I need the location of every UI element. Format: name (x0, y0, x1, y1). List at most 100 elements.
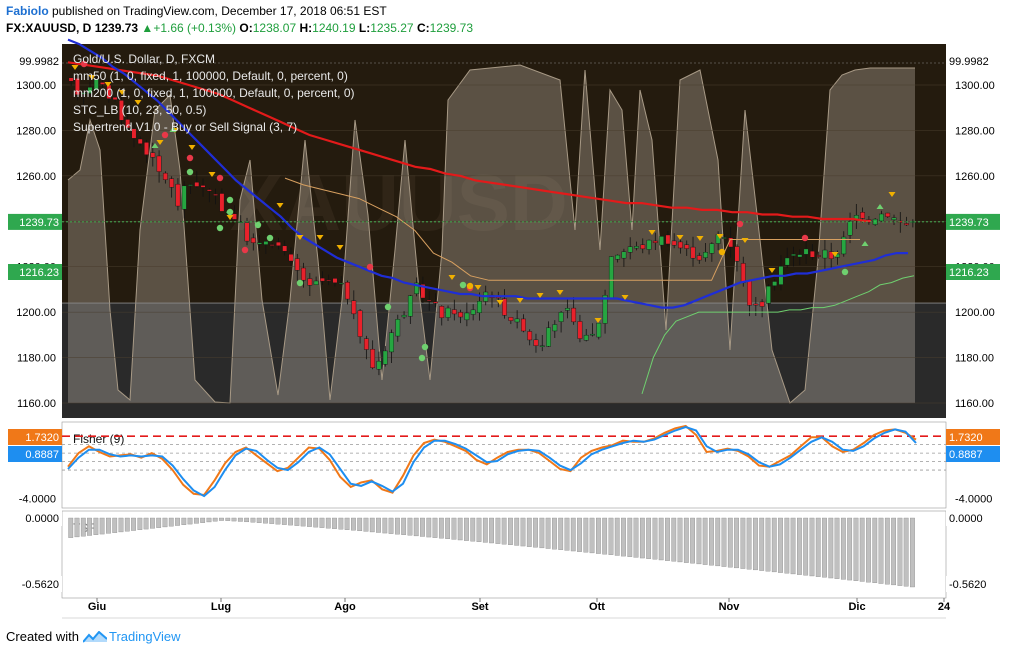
candle-body (301, 267, 306, 281)
y-tick-label-right: 1260.00 (955, 171, 995, 183)
tsf-zero-label-left: 0.0000 (25, 513, 59, 525)
buy-dot (266, 234, 274, 242)
candle-body (615, 254, 621, 260)
fisher-signal-label-right-bg (946, 446, 1000, 462)
fisher-tick-left: -4.0000 (19, 493, 56, 505)
candle-body (684, 244, 690, 249)
tsf-bar (187, 517, 193, 525)
candle-body (112, 97, 118, 100)
candle-body (181, 185, 187, 210)
candle-body (552, 324, 558, 332)
candle-body (144, 142, 149, 155)
candle-body (282, 245, 288, 252)
tsf-bar (231, 517, 237, 522)
tradingview-brand-link[interactable]: TradingView (82, 629, 181, 644)
sell-dot (241, 246, 249, 254)
stc-line (67, 64, 915, 404)
signal-triangle (188, 145, 196, 150)
author-link[interactable]: Fabiolo (6, 4, 49, 18)
candle-body (351, 300, 357, 315)
tsf-bar (652, 517, 658, 560)
tsf-bar (884, 517, 890, 585)
tsf-bar (533, 517, 538, 548)
tsf-bar (501, 517, 507, 545)
candle-body (564, 308, 570, 311)
current-price-label-right: 1239.73 (949, 217, 989, 229)
signal-triangle (316, 235, 324, 240)
tsf-bar (351, 517, 356, 531)
tsf-bar (589, 517, 595, 554)
candle-body (200, 185, 206, 188)
tsf-min-label-left-bg (8, 576, 62, 592)
candle-body (100, 82, 105, 85)
candle-body (169, 178, 175, 188)
tsf-bar (464, 517, 469, 541)
signal-triangle (276, 203, 284, 208)
candle-body (740, 263, 746, 283)
candle-body (753, 303, 759, 306)
tsf-bar (784, 517, 790, 574)
candle-body (269, 244, 275, 246)
x-tick-label: Ott (589, 601, 605, 613)
tsf-bar (382, 517, 388, 534)
candle-body (822, 249, 828, 259)
fisher-signal-label-right: 0.8887 (949, 449, 983, 461)
candle-body (546, 327, 551, 347)
candle-body (407, 295, 413, 317)
symbol-label: FX:XAUUSD, D (6, 21, 92, 35)
signal-markers (71, 60, 896, 362)
tsf-bars (68, 517, 915, 588)
candle-body (640, 244, 646, 250)
tsf-bar (910, 517, 915, 588)
top-value-label-right-bg (946, 53, 1000, 69)
fisher-signal-line (67, 426, 917, 498)
candle-body (338, 282, 344, 285)
tsf-bar (608, 517, 614, 555)
tsf-bar (526, 517, 532, 547)
close-value: 1239.73 (429, 21, 473, 35)
candle-body (690, 246, 696, 259)
sell-dot (161, 131, 169, 139)
signal-triangle (741, 238, 749, 243)
tsf-bar (237, 517, 243, 522)
signal-triangle (768, 268, 776, 273)
tsf-bar (269, 517, 275, 524)
supertrend-down-line (284, 177, 860, 281)
candle-body (420, 284, 426, 299)
candle-body (571, 307, 577, 323)
tsf-bar (294, 517, 300, 526)
tsf-bar (595, 517, 601, 554)
candle-body (784, 257, 790, 266)
candle-body (81, 92, 87, 95)
buy-dot (841, 268, 849, 276)
candle-body (363, 338, 369, 350)
candle-body (671, 240, 677, 246)
tsf-bar (250, 517, 256, 523)
candle-body (175, 183, 181, 207)
tsf-bar (219, 517, 224, 521)
candle-body (627, 246, 633, 253)
candle-body (904, 223, 909, 226)
tsf-bar (822, 517, 827, 578)
candle-body (596, 322, 602, 338)
candle-body (370, 348, 376, 368)
candle-body (747, 280, 752, 306)
tsf-bar (570, 517, 576, 552)
tsf-bar (621, 517, 626, 557)
buy-dot (254, 221, 262, 229)
tsf-bar (482, 517, 488, 543)
tsf-bar (319, 517, 325, 528)
x-tick-label: Giu (88, 601, 106, 613)
tsf-bar (878, 517, 884, 584)
candle-body (816, 255, 822, 257)
sell-dot (80, 60, 88, 68)
candle-body (734, 246, 740, 262)
tsf-bar (690, 517, 695, 564)
tsf-bar (658, 517, 664, 561)
tsf-bar (859, 517, 865, 582)
candle-body (759, 301, 765, 307)
legend-entry: STC_LB (10, 23, 50, 0.5) (73, 103, 206, 117)
tsf-bar (545, 517, 551, 549)
tsf-bar (407, 517, 413, 536)
